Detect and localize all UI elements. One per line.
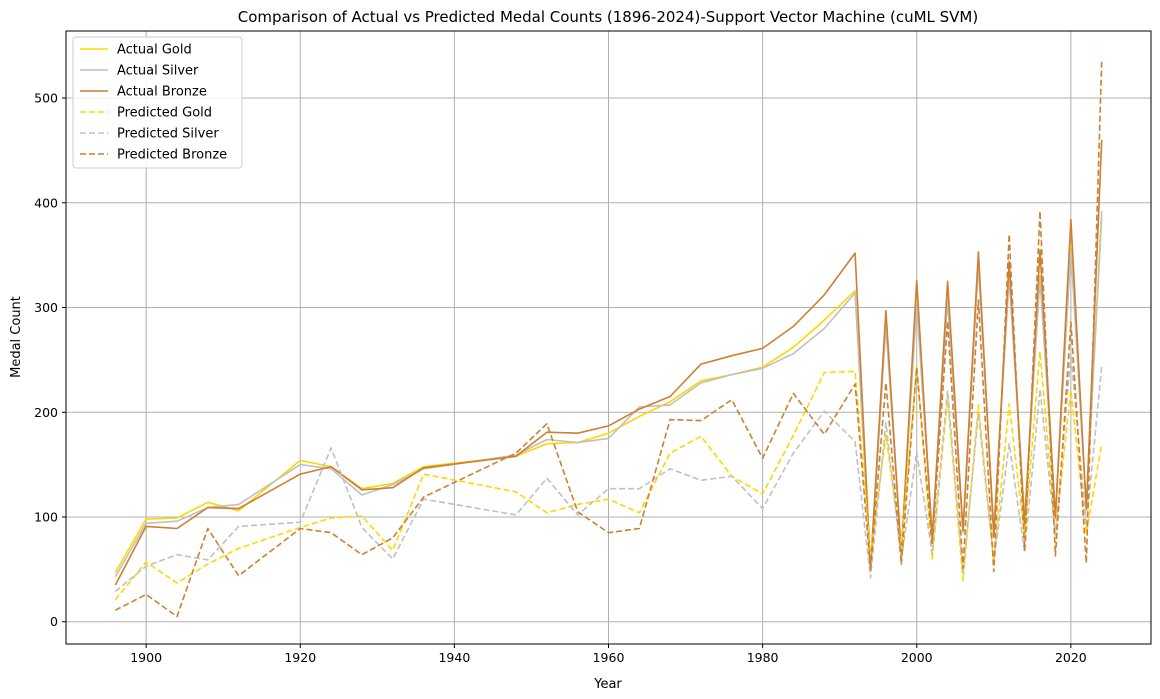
series-line-predicted-gold: [114, 350, 1103, 601]
x-tick-label: 2000: [901, 650, 933, 665]
legend-label: Predicted Bronze: [117, 148, 227, 163]
x-tick-label: 1920: [284, 650, 316, 665]
y-tick-label: 300: [34, 300, 58, 315]
y-tick-label: 500: [34, 91, 58, 106]
x-axis-label: Year: [593, 677, 622, 692]
legend-label: Actual Bronze: [117, 85, 207, 100]
x-tick-label: 1960: [593, 650, 625, 665]
chart-title: Comparison of Actual vs Predicted Medal …: [238, 8, 978, 26]
axis-ticks: 1900 1920 1940 1960 1980 2000 2020 0 100 200 300 40…: [34, 91, 1087, 665]
legend-label: Actual Silver: [117, 64, 199, 79]
legend-label: Actual Gold: [117, 43, 192, 58]
legend-label: Predicted Gold: [117, 106, 212, 121]
series-lines: [114, 61, 1103, 618]
y-tick-label: 100: [34, 510, 58, 525]
y-axis-label: Medal Count: [9, 296, 24, 378]
y-tick-label: 0: [50, 614, 58, 629]
legend-label: Predicted Silver: [117, 127, 219, 142]
legend: Actual Gold Actual Silver Actual Bronze Pre…: [72, 36, 243, 169]
x-tick-label: 1940: [438, 650, 470, 665]
series-line-actual-bronze: [114, 139, 1103, 586]
series-line-predicted-silver: [114, 352, 1103, 593]
x-tick-label: 2020: [1055, 650, 1087, 665]
y-tick-label: 400: [34, 195, 58, 210]
series-line-predicted-bronze: [114, 61, 1103, 618]
x-tick-label: 1900: [130, 650, 162, 665]
y-tick-label: 200: [34, 405, 58, 420]
legend-box: [72, 36, 243, 169]
x-tick-label: 1980: [747, 650, 779, 665]
